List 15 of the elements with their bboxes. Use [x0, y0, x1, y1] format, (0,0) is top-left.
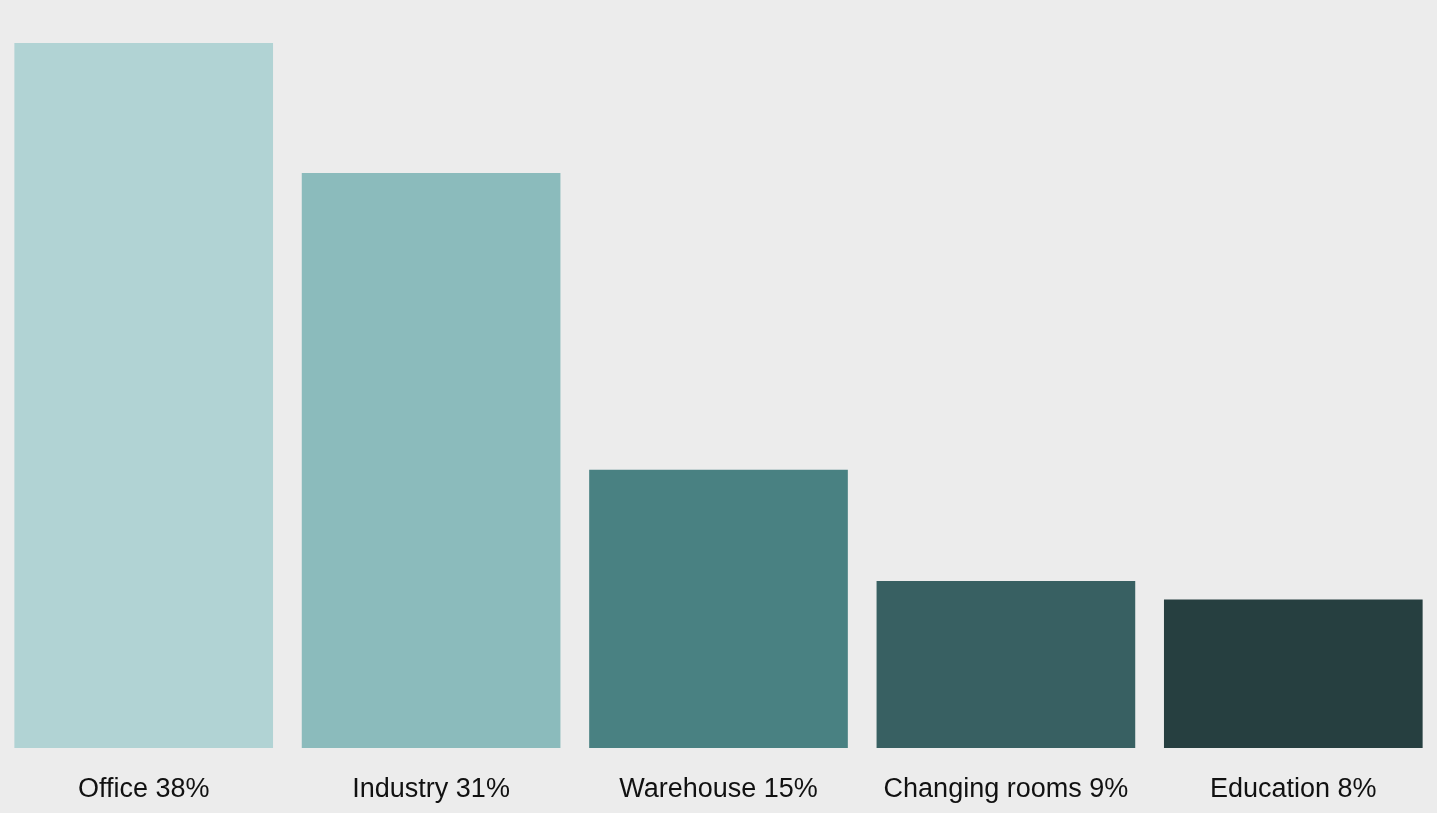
data-label: 8% [1337, 773, 1377, 804]
data-label: 15% [763, 773, 818, 804]
x-tick-label: Warehouse [619, 773, 757, 804]
bar [589, 469, 848, 748]
data-label: 31% [455, 773, 510, 804]
x-tick-label: Office [77, 773, 148, 804]
x-tick-label: Education [1209, 773, 1331, 804]
x-tick-label: Changing rooms [883, 773, 1082, 804]
bar [1163, 599, 1423, 748]
data-label: 9% [1089, 773, 1129, 804]
bar [14, 43, 274, 748]
x-tick-label: Industry [352, 773, 449, 804]
bar [301, 172, 561, 748]
data-label: 38% [155, 773, 210, 804]
bar [876, 581, 1136, 748]
